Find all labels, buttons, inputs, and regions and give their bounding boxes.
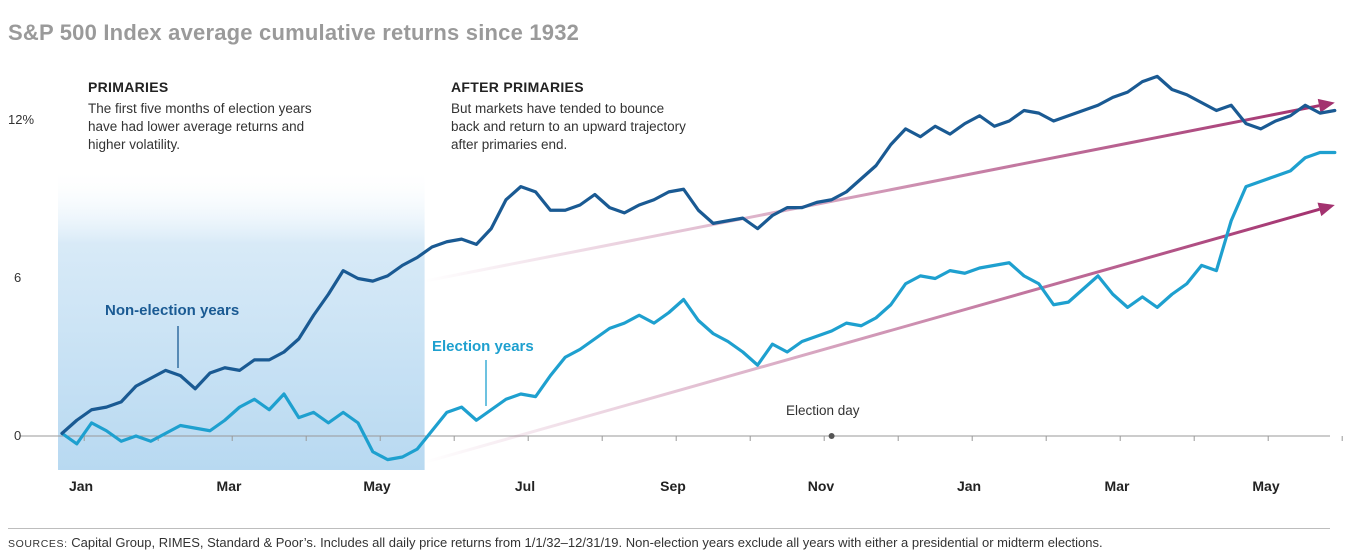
primaries-note-line: have had lower average returns and xyxy=(88,119,305,134)
primaries-heading: PRIMARIES xyxy=(88,79,169,95)
y-tick-label: 0 xyxy=(14,428,22,443)
sources-label: SOURCES: xyxy=(8,538,68,550)
sources-footnote: SOURCES: Capital Group, RIMES, Standard … xyxy=(8,535,1103,550)
primaries-note-line: The first five months of election years xyxy=(88,101,312,116)
x-tick-label: Jan xyxy=(68,478,94,494)
x-tick-label: Jan xyxy=(956,478,982,494)
after-primaries-note-line: after primaries end. xyxy=(451,137,568,152)
series-label-election-years: Election years xyxy=(432,338,534,355)
x-tick-label: Jul xyxy=(514,478,536,494)
chart-title: S&P 500 Index average cumulative returns… xyxy=(8,20,580,45)
y-tick-label: 6 xyxy=(14,270,22,285)
trend-arrow-shaft xyxy=(424,104,1320,283)
x-tick-label: Nov xyxy=(807,478,835,494)
election-day-label: Election day xyxy=(786,403,860,418)
trend-arrow-head xyxy=(1317,98,1335,113)
primaries-note: The first five months of election years … xyxy=(88,100,312,154)
x-tick-label: May xyxy=(363,478,391,494)
series-line-non-election-years xyxy=(60,74,1337,435)
after-primaries-note-line: back and return to an upward trajectory xyxy=(451,119,686,134)
trend-arrow-head xyxy=(1317,202,1335,217)
x-tick-label: Mar xyxy=(216,478,242,494)
y-tick-label: 12% xyxy=(8,112,35,127)
primaries-shaded-region xyxy=(58,168,425,470)
series-label-non-election-years: Non-election years xyxy=(105,302,240,319)
after-primaries-note-line: But markets have tended to bounce xyxy=(451,101,665,116)
trend-arrows xyxy=(424,98,1335,464)
after-primaries-note: But markets have tended to bounce back a… xyxy=(451,100,686,154)
election-day-marker xyxy=(828,433,835,439)
footer-divider xyxy=(8,528,1330,529)
x-tick-label: Sep xyxy=(660,478,686,494)
sources-text: Capital Group, RIMES, Standard & Poor’s.… xyxy=(67,535,1103,550)
series-line-election-years xyxy=(60,150,1337,462)
after-primaries-heading: AFTER PRIMARIES xyxy=(451,79,584,95)
x-tick-label: May xyxy=(1252,478,1280,494)
x-tick-label: Mar xyxy=(1104,478,1130,494)
trend-arrow-shaft xyxy=(424,207,1320,464)
label-leader-lines xyxy=(177,326,487,406)
primaries-note-line: higher volatility. xyxy=(88,137,181,152)
